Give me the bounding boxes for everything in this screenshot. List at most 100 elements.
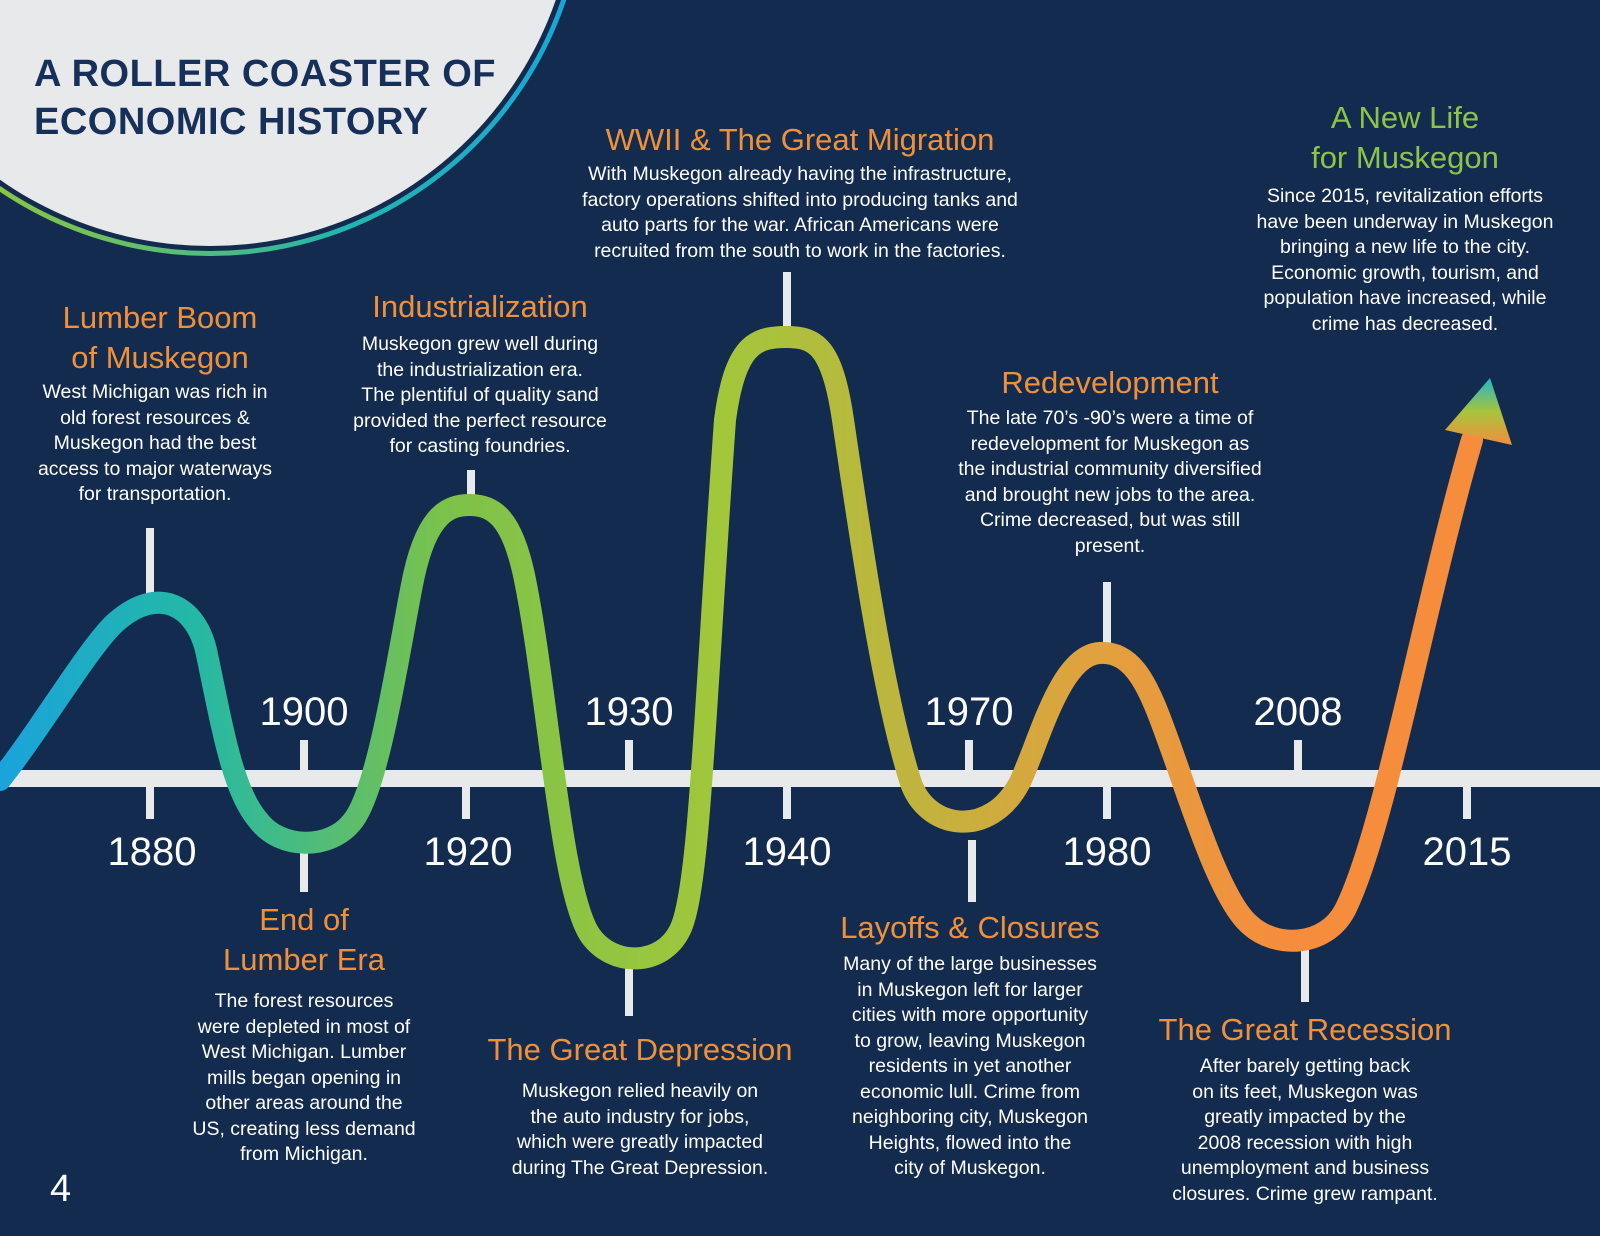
connector-lumber-boom: [146, 528, 154, 600]
body-line: access to major waterways: [37, 457, 273, 480]
body-line: bringing a new life to the city.: [1279, 236, 1531, 258]
body-line: The late 70’s -90’s were a time of: [966, 407, 1254, 429]
industrialization-heading-line: Industrialization: [372, 289, 588, 324]
layoffs-heading: Layoffs & Closures: [820, 908, 1120, 948]
body-line: Since 2015, revitalization efforts: [1266, 185, 1544, 207]
recession-heading: The Great Recession: [1140, 1010, 1470, 1050]
tick-2008: [1294, 740, 1302, 772]
wwii-body: With Muskegon already having the infrast…: [540, 162, 1060, 264]
title-circle: [0, 0, 556, 246]
body-line: unemployment and business: [1180, 1157, 1430, 1179]
end-lumber-heading-line: Lumber Era: [223, 942, 385, 977]
body-line: With Muskegon already having the infrast…: [588, 163, 1012, 185]
body-line: neighboring city, Muskegon: [852, 1106, 1088, 1128]
recession-body: After barely getting back on its feet, M…: [1150, 1054, 1460, 1207]
body-line: closures. Crime grew rampant.: [1172, 1182, 1438, 1205]
body-line: auto parts for the war. African American…: [601, 214, 999, 236]
body-line: present.: [1074, 534, 1146, 557]
connector-industrialization: [467, 470, 475, 506]
end-lumber-body: The forest resources were depleted in mo…: [164, 989, 444, 1168]
body-line: greatly impacted by the: [1204, 1106, 1406, 1128]
depression-heading: The Great Depression: [470, 1030, 810, 1070]
body-line: factory operations shifted into producin…: [582, 188, 1018, 211]
body-line: and brought new jobs to the area.: [964, 483, 1256, 506]
year-label-1940: 1940: [742, 830, 832, 874]
tick-1920: [462, 787, 470, 819]
body-line: city of Muskegon.: [894, 1157, 1046, 1179]
body-line: on its feet, Muskegon was: [1192, 1080, 1418, 1103]
tick-1940: [783, 787, 791, 819]
redevelopment-heading-line: Redevelopment: [1001, 365, 1219, 400]
new-life-heading: A New Life for Muskegon: [1255, 98, 1555, 178]
body-line: Muskegon relied heavily on: [521, 1080, 759, 1102]
body-line: The forest resources: [214, 990, 394, 1012]
connector-end-lumber: [300, 850, 308, 892]
body-line: other areas around the: [205, 1092, 403, 1114]
wwii-heading-line: WWII & The Great Migration: [605, 122, 995, 157]
body-line: cities with more opportunity: [851, 1004, 1089, 1026]
page-title: A ROLLER COASTER OF ECONOMIC HISTORY: [34, 50, 496, 146]
body-line: Muskegon grew well during: [361, 333, 599, 355]
body-line: US, creating less demand: [192, 1117, 416, 1140]
page-number: 4: [50, 1168, 72, 1210]
body-line: 2008 recession with high: [1197, 1131, 1413, 1154]
new-life-heading-line: for Muskegon: [1311, 140, 1499, 175]
tick-1970: [965, 740, 973, 772]
body-line: After barely getting back: [1199, 1055, 1411, 1077]
body-line: have been underway in Muskegon: [1256, 210, 1554, 233]
year-label-2008: 2008: [1253, 690, 1343, 734]
recession-heading-line: The Great Recession: [1158, 1012, 1452, 1047]
depression-body: Muskegon relied heavily on the auto indu…: [480, 1079, 800, 1181]
tick-1980: [1103, 787, 1111, 819]
body-line: old forest resources &: [60, 406, 250, 429]
body-line: crime has decreased.: [1311, 312, 1499, 335]
body-line: Many of the large businesses: [843, 953, 1097, 975]
body-line: the industrialization era.: [377, 358, 583, 381]
body-line: recruited from the south to work in the …: [594, 239, 1006, 262]
depression-heading-line: The Great Depression: [487, 1032, 793, 1067]
coaster-curve: [0, 325, 1483, 970]
body-line: for casting foundries.: [389, 435, 571, 457]
year-label-1920: 1920: [423, 830, 513, 874]
industrialization-heading: Industrialization: [330, 287, 630, 327]
end-lumber-heading-line: End of: [259, 902, 349, 937]
connector-layoffs: [968, 840, 976, 902]
body-line: to grow, leaving Muskegon: [854, 1029, 1086, 1052]
body-line: were depleted in most of: [197, 1015, 411, 1038]
wwii-heading: WWII & The Great Migration: [550, 120, 1050, 160]
body-line: the auto industry for jobs,: [530, 1105, 750, 1128]
year-label-1980: 1980: [1062, 830, 1152, 874]
new-life-body: Since 2015, revitalization efforts have …: [1225, 184, 1585, 337]
body-line: the industrial community diversified: [958, 458, 1262, 480]
body-line: West Michigan was rich in: [42, 381, 268, 403]
body-line: residents in yet another: [868, 1055, 1072, 1077]
body-line: redevelopment for Muskegon as: [970, 432, 1250, 455]
body-line: during The Great Depression.: [511, 1156, 769, 1179]
body-line: Heights, flowed into the: [868, 1131, 1072, 1154]
body-line: West Michigan. Lumber: [201, 1041, 407, 1063]
redevelopment-heading: Redevelopment: [960, 363, 1260, 403]
connector-recession: [1301, 940, 1309, 1002]
tick-1880: [146, 787, 154, 819]
body-line: from Michigan.: [240, 1143, 368, 1165]
body-line: economic lull. Crime from: [860, 1080, 1080, 1103]
lumber-boom-heading: Lumber Boom of Muskegon: [10, 298, 310, 378]
connector-depression: [625, 960, 633, 1016]
axis-ticks: [146, 740, 1471, 819]
redevelopment-body: The late 70’s -90’s were a time of redev…: [930, 406, 1290, 559]
year-label-2015: 2015: [1422, 830, 1512, 874]
title-line-1: A ROLLER COASTER OF: [34, 53, 496, 95]
tick-1900: [300, 740, 308, 772]
layoffs-heading-line: Layoffs & Closures: [840, 910, 1100, 945]
body-line: Crime decreased, but was still: [979, 509, 1241, 531]
body-line: for transportation.: [78, 483, 232, 505]
growth-arrow-head: [1445, 378, 1512, 445]
year-label-1970: 1970: [924, 690, 1014, 734]
lumber-boom-heading-line: Lumber Boom: [62, 300, 258, 335]
new-life-heading-line: A New Life: [1330, 100, 1480, 135]
body-line: in Muskegon left for larger: [857, 978, 1083, 1001]
year-label-1900: 1900: [259, 690, 349, 734]
year-label-1880: 1880: [107, 830, 197, 874]
lumber-boom-body: West Michigan was rich in old forest res…: [5, 380, 305, 508]
